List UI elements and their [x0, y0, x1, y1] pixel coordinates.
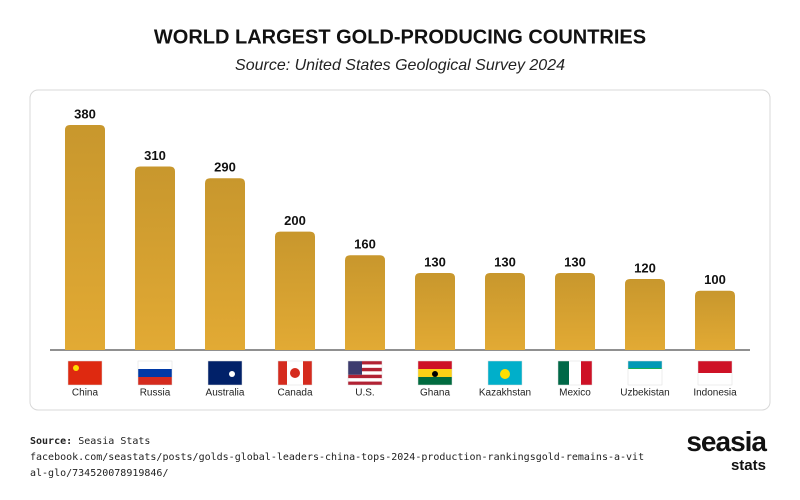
footer: Source: Seasia Stats facebook.com/seastat…: [30, 434, 650, 482]
flag-border: [487, 360, 523, 386]
flag-part: [628, 369, 662, 377]
flag-part: [581, 361, 592, 385]
value-label: 100: [704, 272, 726, 287]
value-label: 310: [144, 148, 166, 163]
x-tick-label: Kazakhstan: [479, 388, 531, 399]
source-label: Source:: [30, 436, 73, 447]
flag-border: [137, 360, 173, 386]
bar: [345, 255, 385, 350]
value-label: 130: [424, 254, 446, 269]
flag-part: [418, 361, 452, 369]
flag-border: [557, 360, 593, 386]
logo-tagline: stats: [730, 457, 766, 474]
flag-part: [698, 361, 732, 373]
flag-part: [348, 381, 382, 385]
source-url: facebook.com/seastats/posts/golds-global…: [30, 452, 645, 479]
flag-border: [627, 360, 663, 386]
flag-part: [432, 371, 438, 377]
x-tick-label: Mexico: [559, 388, 591, 399]
x-tick-label: Uzbekistan: [620, 388, 669, 399]
bar: [555, 273, 595, 350]
flag-part: [698, 373, 732, 385]
value-label: 130: [494, 254, 516, 269]
value-label: 290: [214, 160, 236, 175]
flag-part: [348, 367, 382, 372]
bar: [205, 178, 245, 350]
flag-border: [67, 360, 103, 386]
flag-part: [208, 361, 242, 385]
flag-part: [138, 369, 172, 377]
flag-border: [697, 360, 733, 386]
x-tick-label: Australia: [206, 388, 245, 399]
flag-part: [138, 361, 172, 369]
bar: [485, 273, 525, 350]
flag-border: [347, 360, 383, 386]
x-tick-label: Indonesia: [693, 388, 737, 399]
chart-title: WORLD LARGEST GOLD-PRODUCING COUNTRIES: [154, 26, 646, 48]
flag-part: [278, 361, 287, 385]
logo-name: seasia: [686, 426, 767, 457]
flag-part: [229, 371, 235, 377]
flag-part: [68, 361, 102, 385]
bar: [135, 166, 175, 350]
flag-part: [500, 369, 510, 379]
flag-part: [303, 361, 312, 385]
value-label: 380: [74, 106, 96, 121]
flag-part: [418, 377, 452, 385]
bar: [65, 125, 105, 350]
bar: [625, 278, 665, 350]
flag-border: [277, 360, 313, 386]
flag-part: [348, 361, 382, 365]
bar: [695, 290, 735, 350]
value-label: 130: [564, 254, 586, 269]
flag-part: [348, 361, 362, 375]
value-label: 120: [634, 260, 656, 275]
flag-border: [417, 360, 453, 386]
logo: seasia stats: [686, 426, 767, 474]
flag-part: [138, 377, 172, 385]
flag-part: [628, 361, 662, 369]
x-tick-label: Ghana: [420, 388, 450, 399]
value-label: 160: [354, 237, 376, 252]
flag-part: [73, 365, 79, 371]
bar: [415, 273, 455, 350]
flag-border: [207, 360, 243, 386]
x-tick-label: Russia: [140, 388, 171, 399]
x-tick-label: China: [72, 388, 99, 399]
value-label: 200: [284, 213, 306, 228]
flag-part: [558, 361, 569, 385]
flag-part: [290, 368, 300, 378]
bar: [275, 231, 315, 350]
x-tick-label: U.S.: [355, 388, 374, 399]
flag-part: [348, 374, 382, 379]
chart-subtitle: Source: United States Geological Survey …: [235, 57, 565, 74]
x-tick-label: Canada: [277, 388, 312, 399]
source: Seasia Stats: [78, 436, 151, 447]
